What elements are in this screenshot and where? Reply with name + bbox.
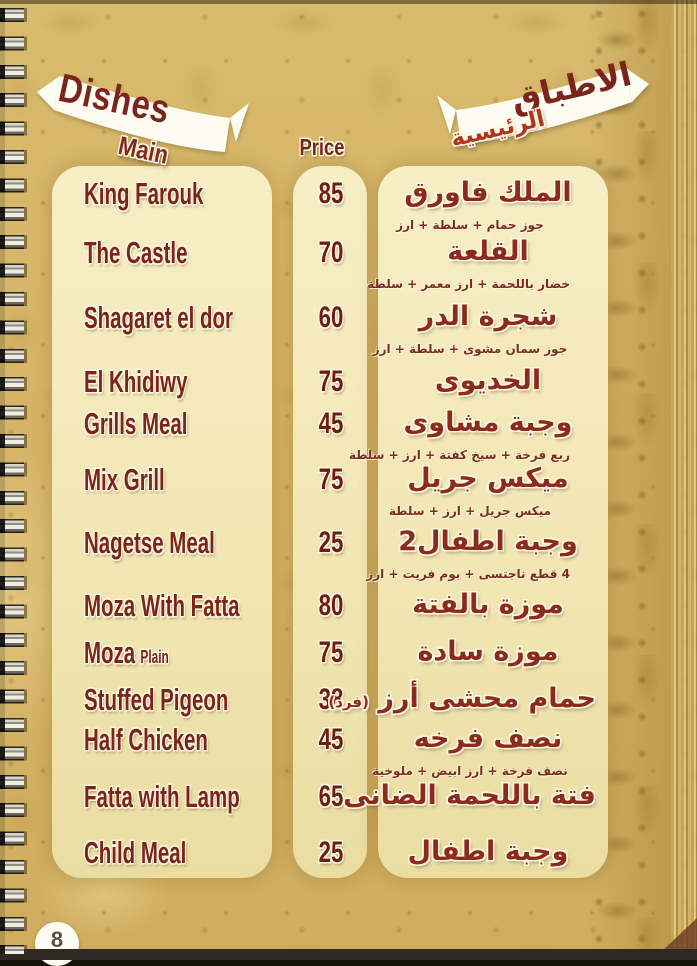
spiral-binding-holes — [0, 8, 5, 954]
item-description-ar: خضار باللحمة + ارز معمر + سلطة — [367, 277, 570, 291]
item-description-ar: ميكس جريل + ارز + سلطة — [388, 504, 552, 518]
price-column-header: Price — [299, 134, 345, 160]
spiral-shadow — [22, 8, 27, 954]
item-price: 70 — [318, 236, 344, 269]
item-name-ar: وجبة مشاوى — [403, 407, 573, 438]
item-name-ar: الملك فاورق — [404, 177, 572, 208]
item-price: 75 — [318, 463, 344, 496]
item-price: 65 — [318, 780, 344, 813]
item-name-ar: وجبة اطفال — [407, 836, 569, 867]
page-stack-edge — [671, 0, 697, 960]
item-name-ar: وجبة اطفال2 — [398, 526, 578, 557]
page-top-edge — [0, 0, 697, 4]
item-name-en-main: Moza — [84, 635, 136, 670]
item-name-ar: موزة سادة — [417, 636, 559, 667]
item-name-en-qualifier: Plain — [140, 647, 169, 667]
item-name-ar: فتة باللحمة الضانى — [343, 780, 596, 811]
menu-row: Nagetse Meal 25 وجبة اطفال2 4 قطع ناجتسى… — [52, 521, 608, 581]
panel-english-names — [52, 166, 272, 878]
item-name-en: Stuffed Pigeon — [84, 682, 229, 717]
ribbon-icon — [37, 76, 249, 152]
menu-row: Mix Grill 75 ميكس جريل ميكس جريل + ارز +… — [52, 458, 608, 518]
menu-row: Half Chicken 45 نصف فرخه نصف فرخة + ارز … — [52, 718, 608, 778]
item-description-ar: نصف فرخة + ارز ابيض + ملوخية — [372, 764, 568, 778]
item-name-en: El Khidiwy — [84, 364, 188, 399]
item-name-en: Nagetse Meal — [84, 525, 215, 560]
menu-row: Moza With Fatta 80 موزة بالفتة — [52, 584, 608, 628]
item-name-ar: الخديوى — [434, 365, 542, 396]
item-name-en: Mix Grill — [84, 462, 165, 497]
item-price: 45 — [318, 407, 344, 440]
item-name-ar: موزة بالفتة — [412, 589, 564, 620]
item-description-ar: جوز سمان مشوى + سلطة + ارز — [372, 342, 568, 356]
item-name-ar: نصف فرخه — [413, 723, 563, 754]
item-name-en: The Castle — [84, 235, 188, 270]
item-price: 38 — [318, 683, 344, 716]
menu-row: Shagaret el dor 60 شجرة الدر جوز سمان مش… — [52, 296, 608, 356]
menu-row: The Castle 70 القلعة خضار باللحمة + ارز … — [52, 231, 608, 291]
item-name-ar: القلعة — [447, 236, 529, 267]
menu-row: Child Meal 25 وجبة اطفال — [52, 831, 608, 875]
menu-row: Stuffed Pigeon 38 حمام محشى أرز (فرد) — [52, 678, 608, 722]
item-name-ar: حمام محشى أرز (فرد) — [328, 676, 596, 725]
item-name-en: Child Meal — [84, 835, 187, 870]
page-bottom-edge — [0, 949, 697, 960]
item-price: 75 — [318, 636, 344, 669]
banner-main-dishes-en: Dishes Main — [34, 56, 252, 170]
menu-row: King Farouk 85 الملك فاورق جوز حمام + سل… — [52, 172, 608, 232]
item-name-ar-main: حمام محشى أرز — [378, 683, 596, 714]
menu-row: Moza Plain 75 موزة سادة — [52, 631, 608, 675]
item-description-ar: 4 قطع ناجتسى + بوم فريت + ارز — [366, 567, 570, 581]
item-name-en: King Farouk — [84, 176, 204, 211]
item-name-en: Grills Meal — [84, 406, 188, 441]
item-price: 85 — [318, 177, 344, 210]
item-description-ar: جوز حمام + سلطة + ارز — [396, 218, 544, 232]
menu-row: Fatta with Lamp 65 فتة باللحمة الضانى — [52, 775, 608, 819]
item-name-ar: شجرة الدر — [418, 301, 558, 332]
item-price: 60 — [318, 301, 344, 334]
item-price: 45 — [318, 723, 344, 756]
panel-prices — [293, 166, 367, 878]
item-price: 75 — [318, 365, 344, 398]
item-name-ar-qualifier: (فرد) — [328, 693, 369, 711]
item-name-en: Moza Plain — [84, 631, 169, 679]
item-name-en: Shagaret el dor — [84, 300, 233, 335]
item-name-ar: ميكس جريل — [407, 463, 569, 494]
banner-main-dishes-ar: الاطباق الرئيسية — [434, 48, 652, 160]
menu-row: Grills Meal 45 وجبة مشاوى ربع فرخة + سيخ… — [52, 402, 608, 462]
panel-arabic-names — [378, 166, 608, 878]
item-name-en: Half Chicken — [84, 722, 208, 757]
ribbon-icon — [437, 68, 649, 144]
item-name-en: Fatta with Lamp — [84, 779, 240, 814]
item-description-ar: ربع فرخة + سيخ كفتة + ارز + سلطة — [348, 448, 570, 462]
item-name-en: Moza With Fatta — [84, 588, 240, 623]
item-price: 80 — [318, 589, 344, 622]
item-price: 25 — [318, 526, 344, 559]
item-price: 25 — [318, 836, 344, 869]
page-number: 8 — [50, 927, 64, 952]
menu-row: El Khidiwy 75 الخديوى — [52, 360, 608, 404]
